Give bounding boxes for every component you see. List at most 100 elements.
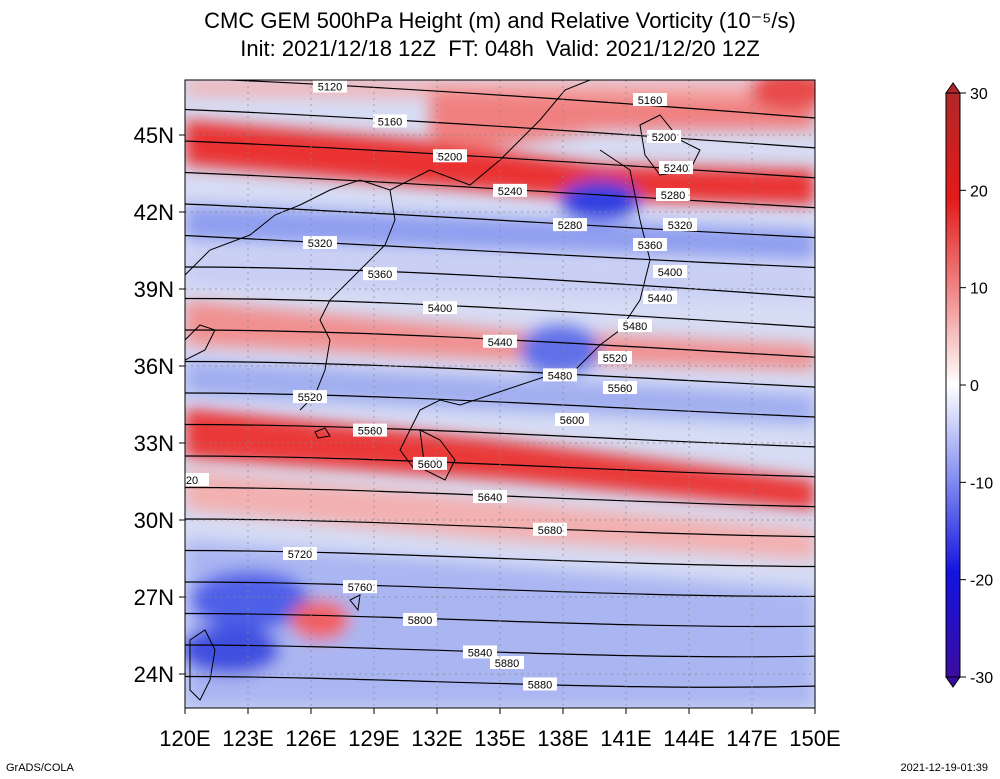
contour-label-text: 5160 <box>638 95 662 107</box>
colorbar-tick-label: 20 <box>970 183 988 200</box>
lat-tick-label: 27N <box>134 585 174 610</box>
contour-label: 5280 <box>553 218 587 232</box>
contour-label: 5680 <box>533 522 567 537</box>
contour-label: 5880 <box>523 677 557 691</box>
contour-label: 5360 <box>363 267 397 281</box>
contour-label-text: 5200 <box>438 151 462 163</box>
lon-tick-label: 120E <box>159 726 210 751</box>
contour-label-text: 5800 <box>408 615 432 627</box>
contour-label-text: 5840 <box>468 647 492 659</box>
contour-label: 5720 <box>283 547 317 561</box>
contour-label: 5640 <box>473 489 507 504</box>
contour-label: 5240 <box>493 183 527 198</box>
lat-tick-label: 33N <box>134 431 174 456</box>
contour-label-text: 5440 <box>488 337 512 349</box>
contour-label-text: 5640 <box>478 492 502 504</box>
contour-label: 5240 <box>659 161 693 175</box>
lon-tick-label: 132E <box>411 726 462 751</box>
contour-label-text: 5200 <box>652 132 676 144</box>
height-contours <box>185 80 815 688</box>
height-contour <box>185 108 815 149</box>
contour-label: 5400 <box>423 301 457 315</box>
latitude-axis: 45N 42N 39N 36N 33N 30N 27N 24N <box>134 123 185 687</box>
lat-tick-label: 45N <box>134 123 174 148</box>
lon-tick-label: 129E <box>348 726 399 751</box>
height-contour <box>185 549 815 568</box>
colorbar-tick-label: 0 <box>970 378 979 395</box>
height-contour <box>185 171 815 209</box>
height-contour <box>185 612 815 628</box>
lon-tick-label: 147E <box>726 726 777 751</box>
height-contour <box>185 140 815 179</box>
contour-label: 5320 <box>303 236 337 250</box>
contour-label-text: 5880 <box>495 658 519 670</box>
contour-label: 20 <box>185 473 209 487</box>
contour-label: 5400 <box>653 265 687 279</box>
height-contour <box>185 203 815 239</box>
lon-tick-label: 141E <box>600 726 651 751</box>
contour-label: 5520 <box>293 390 327 404</box>
contour-label-text: 5600 <box>418 459 442 471</box>
contour-label: 5480 <box>543 368 577 382</box>
height-contour <box>217 80 815 119</box>
chart-title: CMC GEM 500hPa Height (m) and Relative V… <box>204 8 796 33</box>
contour-label-text: 5280 <box>558 220 582 232</box>
contour-label: 5560 <box>353 423 387 438</box>
contour-label: 5200 <box>647 130 681 144</box>
contour-label-text: 5880 <box>528 679 552 691</box>
contour-label: 5360 <box>633 238 667 252</box>
contour-label: 5160 <box>633 93 667 107</box>
lon-tick-label: 126E <box>285 726 336 751</box>
lon-tick-label: 138E <box>537 726 588 751</box>
height-contour <box>185 234 815 269</box>
contour-label-text: 5240 <box>498 186 522 198</box>
lat-tick-label: 30N <box>134 508 174 533</box>
contour-label: 5320 <box>663 218 697 232</box>
longitude-axis: 120E 123E 126E 129E 132E 135E 138E 141E 144E 147E… <box>159 708 841 751</box>
contour-label: 5600 <box>413 456 447 471</box>
lat-tick-label: 42N <box>134 200 174 225</box>
height-contour <box>185 423 815 448</box>
height-contour <box>185 360 815 388</box>
height-contour <box>185 518 815 538</box>
contour-label-text: 5480 <box>548 370 572 382</box>
contour-label: 5560 <box>603 381 637 395</box>
contour-label-text: 5400 <box>428 303 452 315</box>
lon-tick-label: 144E <box>663 726 714 751</box>
contour-label: 5480 <box>618 319 652 333</box>
contour-label: 5800 <box>403 612 437 627</box>
contour-label-text: 5120 <box>318 81 342 93</box>
colorbar-tick-label: -20 <box>970 573 993 590</box>
contour-label-text: 5240 <box>664 163 688 175</box>
colorbar <box>945 92 961 678</box>
height-contour <box>185 297 815 328</box>
colorbar-tick-label: -30 <box>970 670 993 687</box>
lon-tick-label: 150E <box>789 726 840 751</box>
contour-label-text: 5680 <box>538 525 562 537</box>
contour-label-text: 5320 <box>668 220 692 232</box>
contour-label: 5840 <box>463 645 497 659</box>
contour-label-text: 5440 <box>648 293 672 305</box>
contour-label-text: 5560 <box>358 426 382 438</box>
vorticity-field <box>185 80 815 708</box>
contour-label-text: 5480 <box>623 321 647 333</box>
colorbar-top-arrow <box>945 82 961 94</box>
colorbar-tick-label: 30 <box>970 86 988 103</box>
contour-label: 5280 <box>656 188 690 202</box>
lon-tick-label: 135E <box>474 726 525 751</box>
contour-label-text: 5360 <box>368 269 392 281</box>
lat-lon-grid <box>185 80 815 708</box>
credit-label: GrADS/COLA <box>6 762 74 774</box>
height-contour <box>185 455 815 478</box>
contour-label-text: 5520 <box>603 353 627 365</box>
colorbar-bottom-arrow <box>945 676 961 688</box>
contour-label: 5600 <box>555 413 589 427</box>
contour-label-text: 5720 <box>288 549 312 561</box>
chart-subtitle: Init: 2021/12/18 12Z FT: 048h Valid: 202… <box>240 36 760 61</box>
contour-label-text: 5600 <box>560 415 584 427</box>
colorbar-labels: 30 20 10 0 -10 -20 -30 <box>960 86 993 687</box>
contour-label-text: 5760 <box>348 582 372 594</box>
timestamp-label: 2021-12-19-01:39 <box>900 762 988 774</box>
contour-label: 5440 <box>483 334 517 349</box>
